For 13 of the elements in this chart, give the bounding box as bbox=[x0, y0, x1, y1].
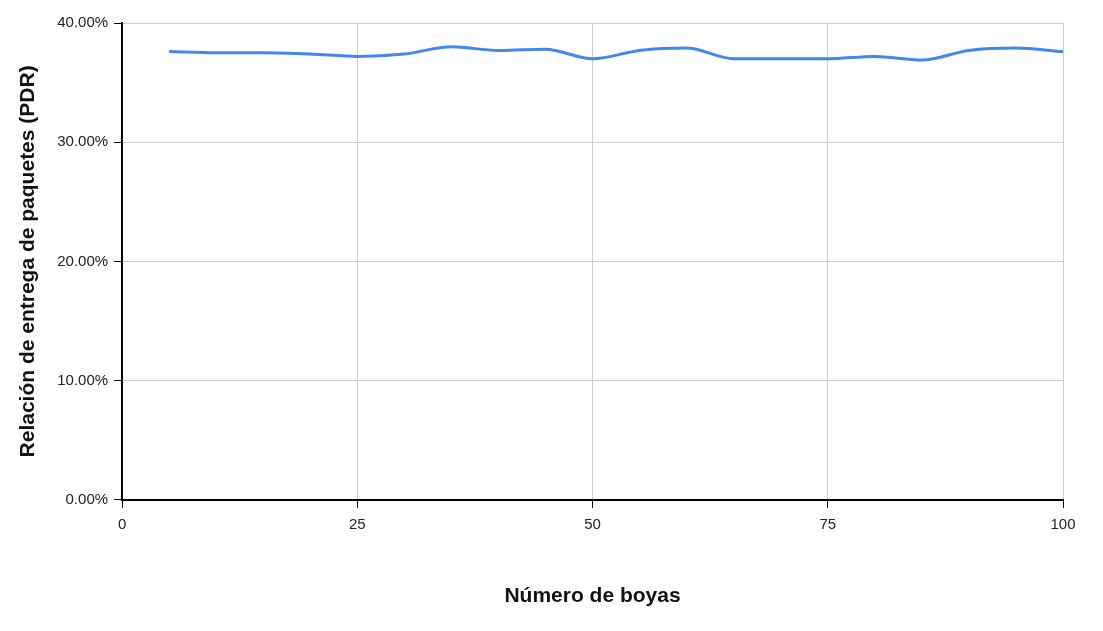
x-axis-title: Número de boyas bbox=[504, 583, 681, 607]
y-axis-title: Relación de entrega de paquetes (PDR) bbox=[15, 65, 39, 458]
x-tick-label: 25 bbox=[348, 514, 366, 532]
x-tick-label: 0 bbox=[117, 514, 127, 532]
y-tick-label: 40.00% bbox=[57, 13, 109, 31]
y-tick-label: 30.00% bbox=[57, 132, 109, 150]
x-tick-label: 75 bbox=[819, 514, 837, 532]
y-tick-label: 10.00% bbox=[57, 370, 109, 388]
y-tick-label: 0.00% bbox=[65, 489, 109, 507]
x-tick-label: 50 bbox=[584, 514, 601, 532]
line-series bbox=[167, 45, 1063, 62]
y-tick-label: 20.00% bbox=[57, 251, 109, 269]
x-tick-label: 100 bbox=[1050, 514, 1076, 532]
